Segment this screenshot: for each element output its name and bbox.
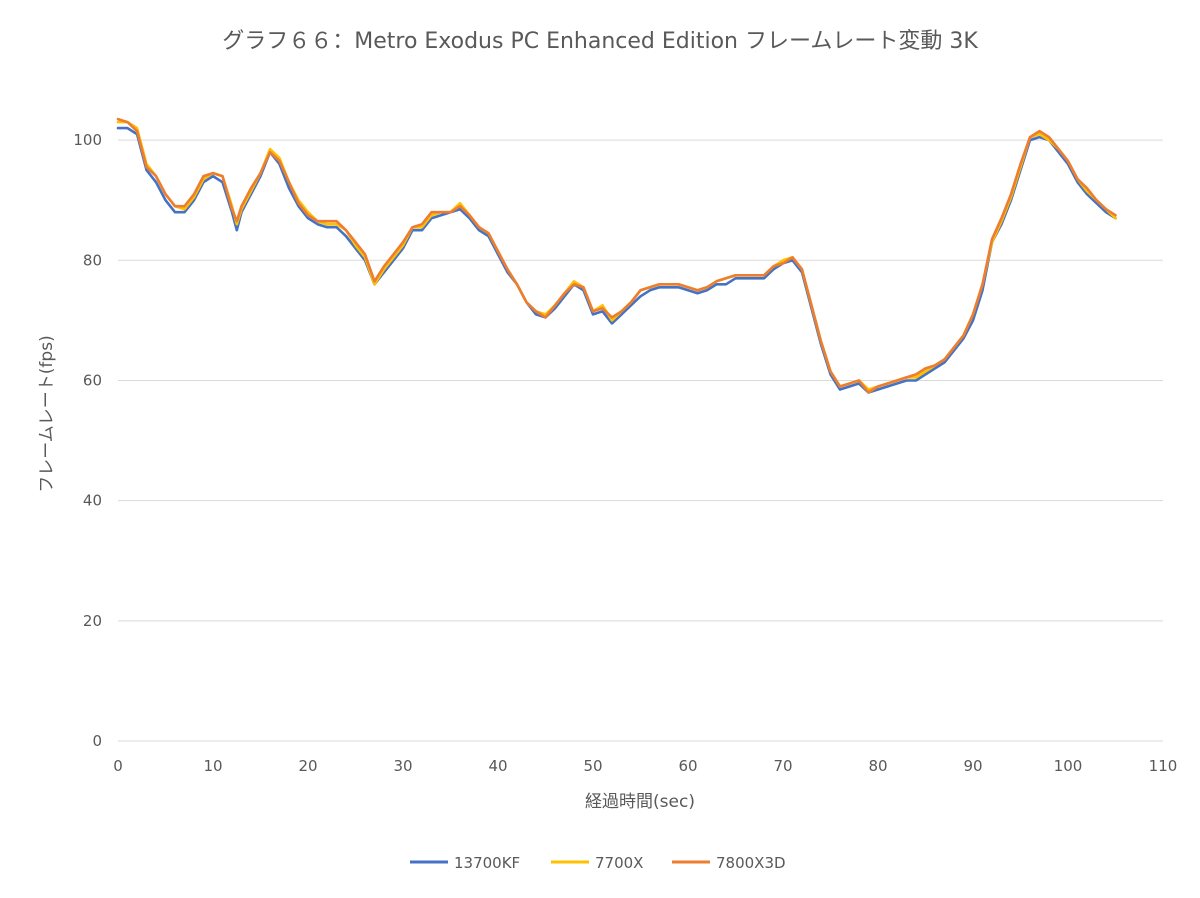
legend: 13700KF 7700X 7800X3D [410, 854, 786, 872]
legend-label-13700KF: 13700KF [454, 854, 520, 872]
x-tick-label: 100 [1054, 757, 1083, 775]
x-tick-label: 20 [298, 757, 317, 775]
series-lines [116, 117, 1117, 394]
legend-label-7800X3D: 7800X3D [716, 854, 786, 872]
x-tick-label: 110 [1149, 757, 1178, 775]
chart-title: グラフ６６：Metro Exodus PC Enhanced Edition フ… [222, 29, 978, 54]
x-tick-label: 30 [393, 757, 412, 775]
series-line-7800X3D [116, 117, 1117, 394]
series-line-7700X [116, 120, 1117, 391]
x-axis-label: 経過時間(sec) [585, 792, 695, 812]
gridlines [118, 139, 1163, 742]
series-line-13700KF [116, 126, 1117, 394]
y-tick-label: 40 [83, 492, 102, 510]
y-axis-label: フレームレート(fps) [37, 335, 57, 492]
x-tick-labels: 0 10 20 30 40 50 60 70 80 90 100 110 [113, 757, 1177, 775]
x-tick-label: 70 [773, 757, 792, 775]
y-tick-label: 20 [83, 612, 102, 630]
y-tick-label: 100 [73, 131, 102, 149]
x-tick-label: 90 [963, 757, 982, 775]
y-tick-label: 60 [83, 371, 102, 389]
legend-label-7700X: 7700X [595, 854, 643, 872]
y-tick-labels: 0 20 40 60 80 100 [73, 131, 102, 750]
x-tick-label: 50 [583, 757, 602, 775]
x-tick-label: 60 [678, 757, 697, 775]
x-tick-label: 0 [113, 757, 123, 775]
y-tick-label: 80 [83, 251, 102, 269]
x-tick-label: 40 [488, 757, 507, 775]
x-tick-label: 10 [203, 757, 222, 775]
x-tick-label: 80 [868, 757, 887, 775]
y-tick-label: 0 [92, 732, 102, 750]
